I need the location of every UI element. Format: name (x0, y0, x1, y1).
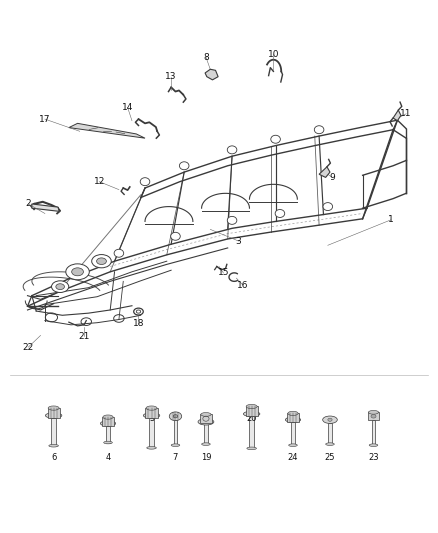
Text: 2: 2 (25, 199, 31, 208)
Ellipse shape (271, 135, 280, 143)
Ellipse shape (227, 216, 237, 224)
Text: 13: 13 (166, 72, 177, 81)
Ellipse shape (72, 268, 83, 276)
Polygon shape (393, 110, 401, 120)
Ellipse shape (104, 441, 112, 444)
Ellipse shape (92, 255, 111, 268)
Ellipse shape (66, 264, 89, 280)
Bar (47, 408, 60, 418)
Ellipse shape (328, 418, 332, 421)
Text: 25: 25 (325, 453, 335, 462)
Ellipse shape (103, 415, 113, 419)
Bar (291, 422, 295, 445)
Ellipse shape (48, 406, 59, 410)
Bar (250, 416, 254, 448)
Text: 17: 17 (39, 115, 51, 124)
Ellipse shape (201, 413, 211, 416)
Polygon shape (32, 204, 59, 212)
Bar (371, 420, 375, 445)
Ellipse shape (56, 284, 64, 289)
Text: 10: 10 (268, 50, 279, 59)
Ellipse shape (171, 444, 180, 447)
Ellipse shape (371, 415, 376, 418)
Text: 6: 6 (51, 453, 57, 462)
Bar (106, 425, 110, 442)
Text: 11: 11 (400, 109, 412, 118)
Ellipse shape (198, 419, 214, 425)
Text: 9: 9 (329, 173, 335, 182)
Ellipse shape (323, 203, 332, 211)
Bar (328, 423, 332, 444)
Ellipse shape (289, 444, 297, 447)
Bar (145, 408, 158, 418)
Text: 22: 22 (23, 343, 34, 352)
Bar (102, 417, 114, 425)
Bar (246, 407, 258, 416)
Text: 24: 24 (288, 453, 298, 462)
Ellipse shape (314, 126, 324, 134)
Bar (200, 415, 212, 423)
Ellipse shape (227, 146, 237, 154)
Ellipse shape (369, 444, 378, 447)
Ellipse shape (114, 249, 124, 257)
Ellipse shape (114, 314, 124, 322)
Ellipse shape (52, 281, 69, 293)
Text: 5: 5 (149, 414, 154, 423)
Ellipse shape (180, 162, 189, 169)
Ellipse shape (323, 416, 337, 423)
Text: 8: 8 (203, 53, 209, 62)
Ellipse shape (46, 413, 62, 418)
Ellipse shape (136, 310, 141, 313)
Ellipse shape (326, 443, 334, 446)
Bar (287, 414, 299, 422)
Bar (51, 418, 56, 446)
Ellipse shape (171, 232, 180, 240)
Ellipse shape (288, 411, 298, 416)
Ellipse shape (81, 318, 92, 326)
Polygon shape (69, 123, 145, 138)
Text: 18: 18 (133, 319, 144, 328)
Polygon shape (319, 167, 330, 177)
Ellipse shape (246, 405, 257, 409)
Text: 23: 23 (368, 453, 379, 462)
Text: 21: 21 (78, 332, 90, 341)
Ellipse shape (140, 177, 150, 185)
Bar (368, 413, 379, 420)
Text: 15: 15 (218, 268, 229, 277)
Text: 16: 16 (237, 280, 249, 289)
Text: 19: 19 (201, 453, 211, 462)
Polygon shape (205, 69, 218, 80)
Ellipse shape (143, 413, 160, 418)
Bar (149, 418, 154, 448)
Ellipse shape (134, 308, 143, 315)
Ellipse shape (201, 443, 210, 446)
Bar (173, 420, 177, 445)
Ellipse shape (46, 313, 57, 322)
Text: 3: 3 (236, 237, 241, 246)
Ellipse shape (173, 415, 178, 418)
Ellipse shape (100, 421, 116, 426)
Text: 1: 1 (388, 215, 394, 224)
Ellipse shape (97, 258, 106, 264)
Text: 4: 4 (106, 453, 111, 462)
Ellipse shape (147, 447, 156, 449)
Ellipse shape (275, 209, 285, 217)
Text: 20: 20 (247, 414, 257, 423)
Bar (204, 423, 208, 444)
Text: 12: 12 (94, 177, 105, 186)
Ellipse shape (247, 447, 256, 450)
Ellipse shape (146, 406, 157, 410)
Ellipse shape (285, 417, 300, 422)
Text: 7: 7 (173, 453, 178, 462)
Ellipse shape (368, 410, 378, 414)
Ellipse shape (49, 445, 58, 447)
Text: 14: 14 (122, 103, 133, 112)
Ellipse shape (244, 411, 260, 417)
Ellipse shape (169, 412, 182, 421)
